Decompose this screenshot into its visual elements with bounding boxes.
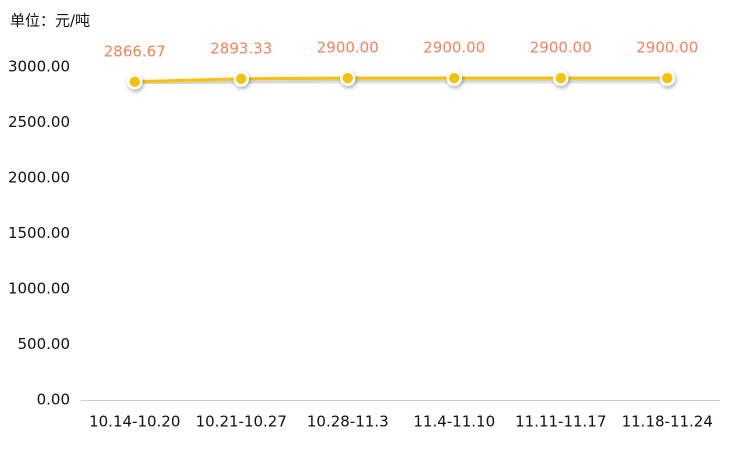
x-tick-label: 11.11-11.17: [515, 413, 606, 431]
x-tick-label: 10.14-10.20: [89, 413, 180, 431]
y-tick-label: 500.00: [18, 335, 71, 353]
y-tick-label: 1000.00: [8, 280, 70, 298]
x-tick-label: 10.28-11.3: [307, 413, 389, 431]
x-tick-label: 11.4-11.10: [413, 413, 495, 431]
data-label: 2900.00: [423, 39, 485, 57]
point: [659, 70, 675, 86]
y-tick-label: 2000.00: [8, 169, 70, 187]
point: [446, 70, 462, 86]
line: [134, 76, 668, 84]
y-tick-label: 1500.00: [8, 224, 70, 242]
point: [127, 74, 143, 90]
y-tick-label: 3000.00: [8, 58, 70, 76]
x-tick-label: 10.21-10.27: [196, 413, 287, 431]
y-tick-label: 2500.00: [8, 113, 70, 131]
data-label: 2866.67: [104, 42, 166, 60]
data-label: 2900.00: [317, 39, 379, 57]
unit-label: 单位：元/吨: [10, 12, 90, 30]
data-label: 2900.00: [530, 39, 592, 57]
point: [233, 71, 249, 87]
data-label: 2893.33: [210, 39, 272, 57]
x-tick-label: 11.18-11.24: [622, 413, 713, 431]
y-tick-label: 0.00: [37, 391, 70, 409]
point: [340, 70, 356, 86]
point: [553, 70, 569, 86]
data-label: 2900.00: [636, 39, 698, 57]
